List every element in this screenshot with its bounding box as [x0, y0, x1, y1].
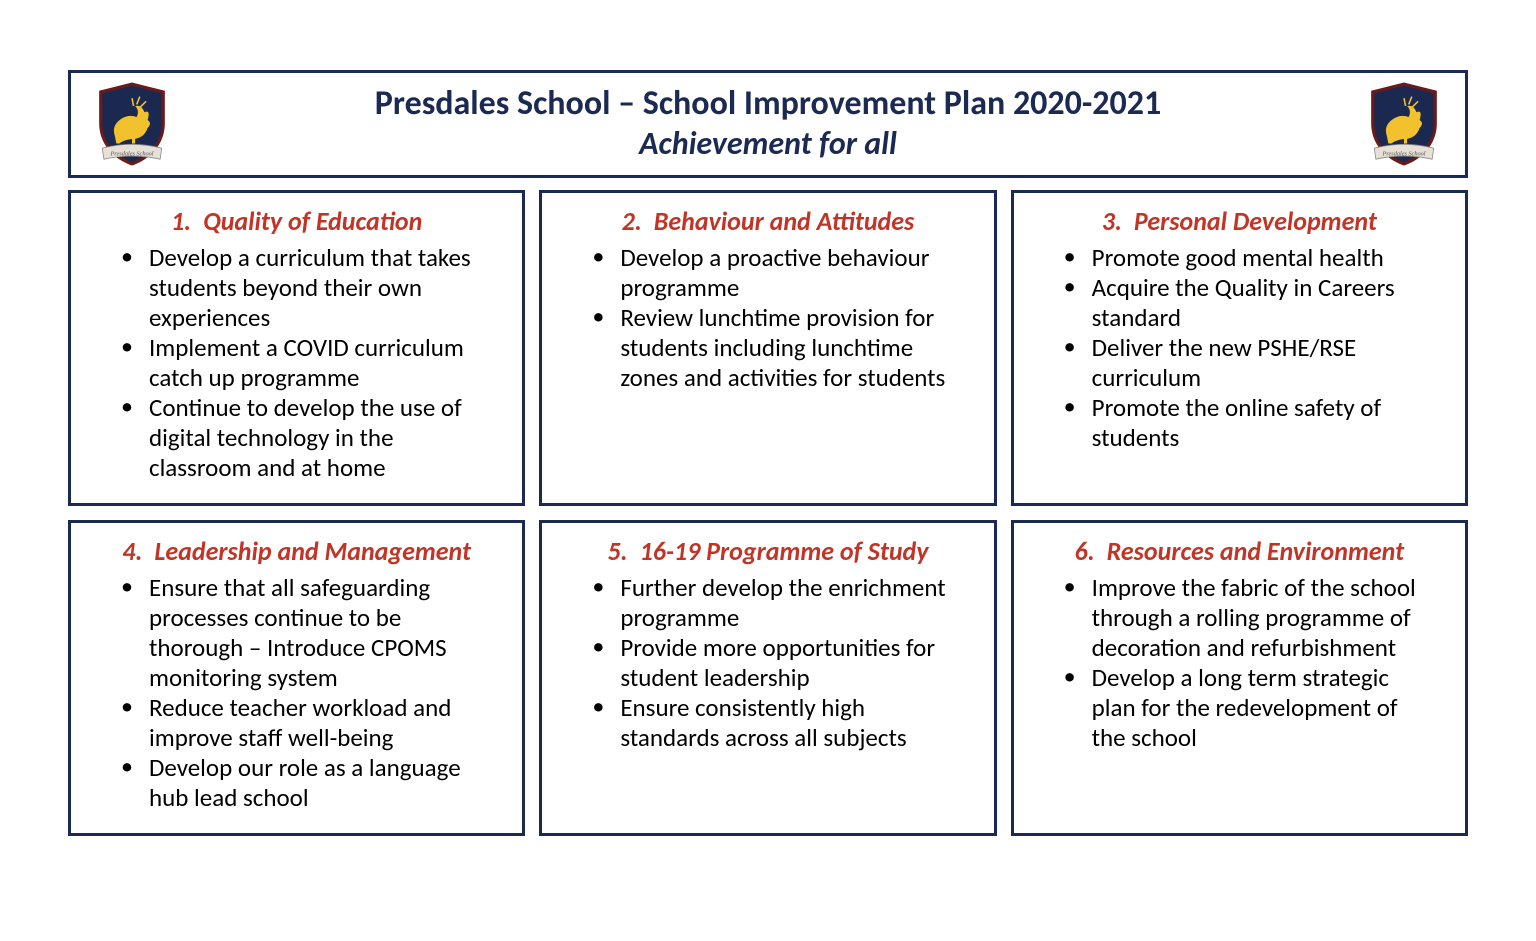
- card-number: 6.: [1075, 535, 1095, 567]
- list-item: Review lunchtime provision for students …: [592, 303, 963, 393]
- card-points: Improve the fabric of the school through…: [1044, 573, 1435, 753]
- card-title: 3. Personal Development: [1044, 205, 1435, 237]
- card-title: 2. Behaviour and Attitudes: [572, 205, 963, 237]
- list-item: Promote good mental health: [1064, 243, 1435, 273]
- list-item: Develop a curriculum that takes students…: [121, 243, 492, 333]
- card-number: 1.: [171, 205, 191, 237]
- improvement-plan-sheet: Presdales School Presdales School – Scho…: [68, 70, 1468, 836]
- card-points: Develop a proactive behaviour programme …: [572, 243, 963, 393]
- crest-banner-text: Presdales School: [1382, 150, 1426, 157]
- card-points: Ensure that all safeguarding processes c…: [101, 573, 492, 813]
- card-title-text: Personal Development: [1134, 205, 1377, 237]
- list-item: Acquire the Quality in Careers standard: [1064, 273, 1435, 333]
- card-title-text: Behaviour and Attitudes: [654, 205, 915, 237]
- card-number: 5.: [607, 535, 627, 567]
- list-item: Continue to develop the use of digital t…: [121, 393, 492, 483]
- card-behaviour-and-attitudes: 2. Behaviour and Attitudes Develop a proa…: [539, 190, 996, 506]
- header-box: Presdales School Presdales School – Scho…: [68, 70, 1468, 178]
- school-crest-left: Presdales School: [89, 81, 175, 167]
- card-quality-of-education: 1. Quality of Education Develop a curricu…: [68, 190, 525, 506]
- cards-grid: 1. Quality of Education Develop a curricu…: [68, 190, 1468, 836]
- list-item: Ensure consistently high standards acros…: [592, 693, 963, 753]
- list-item: Further develop the enrichment programme: [592, 573, 963, 633]
- card-number: 2.: [622, 205, 642, 237]
- card-points: Develop a curriculum that takes students…: [101, 243, 492, 483]
- card-number: 4.: [122, 535, 142, 567]
- list-item: Provide more opportunities for student l…: [592, 633, 963, 693]
- card-personal-development: 3. Personal Development Promote good ment…: [1011, 190, 1468, 506]
- card-resources-and-environment: 6. Resources and Environment Improve the …: [1011, 520, 1468, 836]
- list-item: Implement a COVID curriculum catch up pr…: [121, 333, 492, 393]
- header-text: Presdales School – School Improvement Pl…: [175, 84, 1361, 163]
- card-title-text: Quality of Education: [203, 205, 422, 237]
- school-crest-right: Presdales School: [1361, 81, 1447, 167]
- list-item: Reduce teacher workload and improve staf…: [121, 693, 492, 753]
- list-item: Ensure that all safeguarding processes c…: [121, 573, 492, 693]
- list-item: Develop a long term strategic plan for t…: [1064, 663, 1435, 753]
- card-title: 1. Quality of Education: [101, 205, 492, 237]
- crest-banner-text: Presdales School: [110, 150, 154, 157]
- card-points: Further develop the enrichment programme…: [572, 573, 963, 753]
- card-title-text: 16-19 Programme of Study: [640, 535, 929, 567]
- list-item: Develop a proactive behaviour programme: [592, 243, 963, 303]
- list-item: Improve the fabric of the school through…: [1064, 573, 1435, 663]
- card-title-text: Leadership and Management: [154, 535, 471, 567]
- card-16-19-programme: 5. 16-19 Programme of Study Further devel…: [539, 520, 996, 836]
- list-item: Develop our role as a language hub lead …: [121, 753, 492, 813]
- card-points: Promote good mental health Acquire the Q…: [1044, 243, 1435, 453]
- card-number: 3.: [1102, 205, 1122, 237]
- list-item: Promote the online safety of students: [1064, 393, 1435, 453]
- list-item: Deliver the new PSHE/RSE curriculum: [1064, 333, 1435, 393]
- card-title: 6. Resources and Environment: [1044, 535, 1435, 567]
- page-subtitle: Achievement for all: [175, 125, 1361, 163]
- card-title-text: Resources and Environment: [1107, 535, 1405, 567]
- card-title: 5. 16-19 Programme of Study: [572, 535, 963, 567]
- page-title: Presdales School – School Improvement Pl…: [175, 84, 1361, 125]
- card-title: 4. Leadership and Management: [101, 535, 492, 567]
- card-leadership-and-management: 4. Leadership and Management Ensure that …: [68, 520, 525, 836]
